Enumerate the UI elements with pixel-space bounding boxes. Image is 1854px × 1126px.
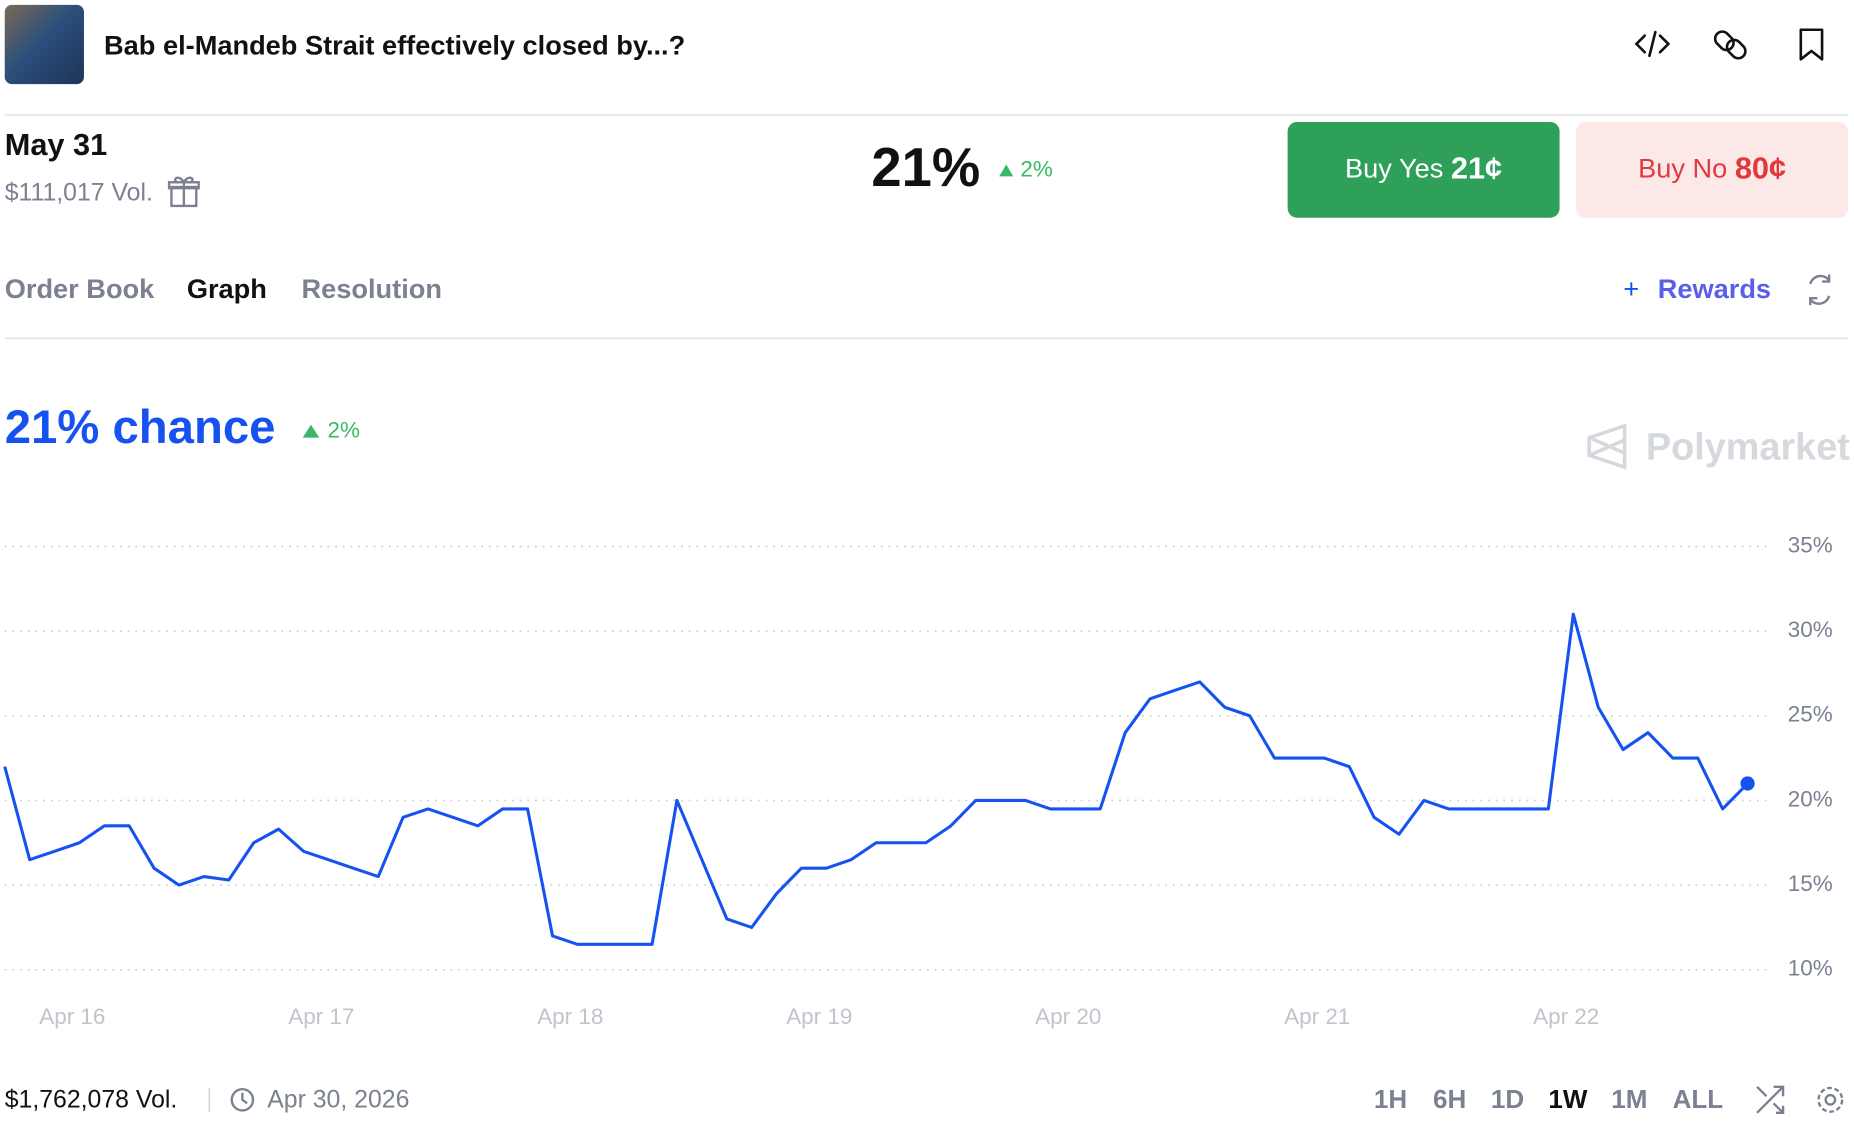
total-volume: $1,762,078 Vol. xyxy=(5,1087,178,1114)
range-button[interactable]: 6H xyxy=(1433,1084,1466,1114)
embed-icon[interactable] xyxy=(1634,30,1671,58)
buy-no-button[interactable]: Buy No 80¢ xyxy=(1638,151,1786,186)
rewards-plus[interactable]: + xyxy=(1623,273,1639,304)
market-volume: $111,017 Vol. xyxy=(5,180,153,207)
end-date: Apr 30, 2026 xyxy=(267,1087,409,1114)
y-tick-label: 35% xyxy=(1788,532,1833,557)
chance-headline: 21% chance xyxy=(5,401,276,454)
market-change: 2% xyxy=(1020,156,1052,181)
buy-yes-button[interactable] xyxy=(1287,121,1560,218)
clock-icon xyxy=(230,1087,255,1112)
y-tick-label: 20% xyxy=(1788,786,1833,811)
rewards-link[interactable]: Rewards xyxy=(1658,273,1771,304)
market-price: 21% xyxy=(871,137,980,198)
y-tick-label: 15% xyxy=(1788,871,1833,896)
tab[interactable]: Order Book xyxy=(5,273,155,304)
change-arrow xyxy=(302,424,320,438)
market-date: May 31 xyxy=(5,127,108,162)
market-title: Bab el-Mandeb Strait effectively closed … xyxy=(104,30,685,61)
shuffle-icon[interactable] xyxy=(1756,1085,1785,1114)
current-point xyxy=(1740,776,1755,791)
link-icon[interactable] xyxy=(1712,29,1748,62)
range-button[interactable]: 1D xyxy=(1491,1084,1524,1114)
y-tick-label: 30% xyxy=(1788,617,1833,642)
buy-no-price: 80¢ xyxy=(1735,151,1786,186)
buy-yes-label: Buy Yes xyxy=(1345,153,1443,184)
x-tick-label: Apr 19 xyxy=(786,1004,852,1029)
range-button[interactable]: 1M xyxy=(1611,1084,1647,1114)
change-arrow xyxy=(999,164,1014,177)
watermark: Polymarket xyxy=(1646,426,1850,468)
settings-icon[interactable] xyxy=(1817,1086,1844,1113)
range-button[interactable]: 1H xyxy=(1374,1084,1407,1114)
gift-icon[interactable] xyxy=(167,176,200,208)
x-tick-label: Apr 22 xyxy=(1533,1004,1599,1029)
x-tick-label: Apr 18 xyxy=(537,1004,603,1029)
range-button[interactable]: ALL xyxy=(1673,1084,1724,1114)
tab[interactable]: Graph xyxy=(187,273,267,304)
x-tick-label: Apr 16 xyxy=(39,1004,105,1029)
watermark-logo xyxy=(1587,423,1627,470)
chance-change: 2% xyxy=(328,418,360,443)
buy-no-label: Buy No xyxy=(1638,153,1727,184)
buy-yes-price: 21¢ xyxy=(1451,151,1502,186)
market-thumbnail xyxy=(4,4,84,85)
price-line xyxy=(3,612,1749,946)
bookmark-icon[interactable] xyxy=(1799,28,1824,61)
y-tick-label: 25% xyxy=(1788,702,1833,727)
tab[interactable]: Resolution xyxy=(302,273,442,304)
y-tick-label: 10% xyxy=(1788,956,1833,981)
x-tick-label: Apr 17 xyxy=(288,1004,354,1029)
refresh-icon[interactable] xyxy=(1809,274,1831,306)
buy-no-button[interactable] xyxy=(1576,121,1849,218)
range-button[interactable]: 1W xyxy=(1548,1084,1587,1114)
buy-yes-button[interactable]: Buy Yes 21¢ xyxy=(1345,151,1502,186)
x-tick-label: Apr 20 xyxy=(1035,1004,1101,1029)
x-tick-label: Apr 21 xyxy=(1284,1004,1350,1029)
